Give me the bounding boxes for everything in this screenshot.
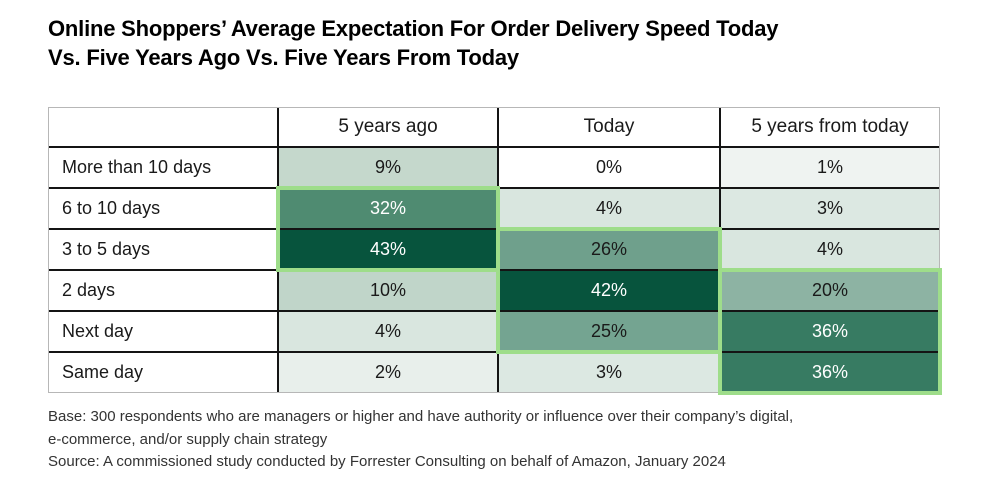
col-header-5-years-from-today: 5 years from today bbox=[721, 108, 939, 146]
footnotes: Base: 300 respondents who are managers o… bbox=[48, 406, 793, 474]
chart-title: Online Shoppers’ Average Expectation For… bbox=[48, 14, 779, 72]
row-label-6-to-10-days: 6 to 10 days bbox=[49, 189, 277, 228]
row-label-3-to-5-days: 3 to 5 days bbox=[49, 230, 277, 269]
chart-title-line-2: Vs. Five Years Ago Vs. Five Years From T… bbox=[48, 45, 519, 70]
heatmap-cell: 36% bbox=[721, 353, 939, 392]
heatmap-cell: 3% bbox=[721, 189, 939, 228]
heatmap-cell: 4% bbox=[279, 312, 497, 351]
heatmap-cell: 10% bbox=[279, 271, 497, 310]
heatmap-cell: 4% bbox=[721, 230, 939, 269]
col-header-today: Today bbox=[499, 108, 719, 146]
row-label-more-than-10-days: More than 10 days bbox=[49, 148, 277, 187]
heatmap-cell: 42% bbox=[499, 271, 719, 310]
heatmap-cell: 4% bbox=[499, 189, 719, 228]
corner-cell bbox=[49, 108, 277, 146]
row-label-same-day: Same day bbox=[49, 353, 277, 392]
heatmap-cell: 43% bbox=[279, 230, 497, 269]
heatmap-cell: 9% bbox=[279, 148, 497, 187]
delivery-expectation-table: 5 years ago Today 5 years from today Mor… bbox=[48, 107, 942, 395]
chart-title-line-1: Online Shoppers’ Average Expectation For… bbox=[48, 16, 779, 41]
heatmap-cell: 25% bbox=[499, 312, 719, 351]
heatmap-cell: 32% bbox=[279, 189, 497, 228]
heatmap-cell: 0% bbox=[499, 148, 719, 187]
heatmap-cell: 26% bbox=[499, 230, 719, 269]
col-header-5-years-ago: 5 years ago bbox=[279, 108, 497, 146]
heatmap-cell: 3% bbox=[499, 353, 719, 392]
heatmap-cell: 1% bbox=[721, 148, 939, 187]
heatmap-grid: 5 years ago Today 5 years from today Mor… bbox=[49, 108, 939, 392]
source-note: Source: A commissioned study conducted b… bbox=[48, 453, 726, 470]
row-label-2-days: 2 days bbox=[49, 271, 277, 310]
row-label-next-day: Next day bbox=[49, 312, 277, 351]
heatmap-cell: 36% bbox=[721, 312, 939, 351]
base-note-line-1: Base: 300 respondents who are managers o… bbox=[48, 408, 794, 425]
base-note-line-2: e-commerce, and/or supply chain strategy bbox=[48, 430, 328, 448]
heatmap-cell: 2% bbox=[279, 353, 497, 392]
heatmap-cell: 20% bbox=[721, 271, 939, 310]
